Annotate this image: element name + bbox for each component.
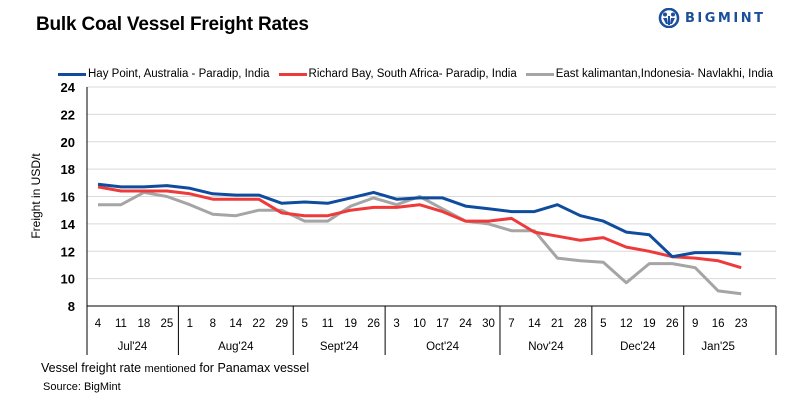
- x-tick-label: 17: [436, 318, 449, 330]
- x-tick-label: 1: [187, 318, 193, 330]
- y-tick-label: 16: [61, 190, 75, 205]
- axes: [86, 87, 776, 355]
- x-tick-label: 11: [115, 318, 127, 330]
- legend-label-hay-point: Hay Point, Australia - Paradip, India: [88, 68, 270, 80]
- x-tick-label: 11: [322, 318, 334, 330]
- y-axis-ticks: 8 10 12 14 16 18 20 22 24: [61, 80, 76, 314]
- y-axis-label: Freight in USD/t: [29, 153, 43, 239]
- x-axis-month-labels: Jul'24 Aug'24 Sept'24 Oct'24 Nov'24 Dec'24 Jan…: [118, 306, 777, 355]
- x-tick-label: 19: [344, 318, 357, 330]
- y-tick-label: 14: [61, 217, 76, 232]
- chart-title: Bulk Coal Vessel Freight Rates: [36, 14, 309, 35]
- x-tick-label: 22: [252, 318, 265, 330]
- x-tick-label: 30: [482, 318, 495, 330]
- x-tick-label: 14: [229, 318, 242, 330]
- x-tick-label: 26: [367, 318, 380, 330]
- x-month-label: Jul'24: [118, 341, 148, 353]
- x-month-label: Oct'24: [426, 341, 459, 353]
- x-tick-label: 9: [692, 318, 698, 330]
- x-month-label: Sept'24: [320, 341, 359, 353]
- x-tick-label: 18: [138, 318, 151, 330]
- footnote-part3: for Panamax vessel: [195, 361, 310, 375]
- gridlines: [87, 86, 776, 280]
- x-tick-label: 5: [600, 318, 606, 330]
- legend-item-east-kalimantan: East kalimantan,Indonesia- Navlakhi, Ind…: [525, 68, 774, 80]
- footnote-part2: mentioned: [144, 363, 196, 375]
- legend: Hay Point, Australia - Paradip, India Ri…: [58, 68, 782, 80]
- logo-text: BIGMINT: [685, 10, 766, 26]
- y-tick-label: 18: [61, 162, 75, 177]
- x-tick-label: 28: [574, 318, 587, 330]
- footnote-part1: Vessel freight rate: [41, 361, 145, 375]
- series-lines: [97, 182, 742, 296]
- source-note: Source: BigMint: [43, 381, 121, 393]
- x-tick-label: 12: [620, 318, 633, 330]
- x-tick-label: 24: [459, 318, 472, 330]
- x-tick-label: 10: [413, 318, 426, 330]
- legend-item-richard-bay: Richard Bay, South Africa- Paradip, Indi…: [278, 68, 517, 80]
- x-month-label: Jan'25: [701, 341, 735, 353]
- x-tick-label: 5: [302, 318, 308, 330]
- x-tick-label: 29: [275, 318, 288, 330]
- legend-swatch-east-kalimantan: [525, 72, 554, 76]
- legend-item-hay-point: Hay Point, Australia - Paradip, India: [58, 68, 270, 80]
- x-tick-label: 19: [643, 318, 656, 330]
- x-tick-label: 26: [666, 318, 679, 330]
- x-tick-label: 8: [210, 318, 216, 330]
- x-tick-label: 7: [508, 318, 514, 330]
- legend-swatch-richard-bay: [278, 72, 307, 76]
- legend-swatch-hay-point: [58, 72, 86, 76]
- x-tick-label: 4: [95, 318, 102, 330]
- y-tick-label: 24: [61, 80, 76, 95]
- bigmint-globe-icon: [658, 8, 680, 28]
- x-tick-label: 21: [551, 318, 564, 330]
- y-tick-label: 8: [68, 299, 75, 314]
- y-tick-label: 12: [61, 244, 75, 259]
- x-month-label: Aug'24: [218, 341, 254, 353]
- x-axis-ticks: 4 11 18 25 1 8 14 22 29 5 11 19 26 3 10 17 24 30 7 14 21 28 5 1…: [95, 318, 748, 330]
- legend-label-richard-bay: Richard Bay, South Africa- Paradip, Indi…: [308, 68, 517, 80]
- series-line-richard-bay: [97, 185, 742, 270]
- legend-label-east-kalimantan: East kalimantan,Indonesia- Navlakhi, Ind…: [555, 68, 774, 80]
- x-tick-label: 25: [161, 318, 174, 330]
- y-tick-label: 22: [61, 107, 75, 122]
- x-month-label: Dec'24: [620, 341, 656, 353]
- x-tick-label: 3: [393, 318, 399, 330]
- x-month-label: Nov'24: [528, 341, 564, 353]
- series-line-hay-point: [97, 182, 742, 259]
- y-tick-label: 20: [61, 135, 75, 150]
- x-tick-label: 14: [528, 318, 541, 330]
- y-tick-label: 10: [61, 272, 75, 287]
- footnote: Vessel freight rate mentioned for Panama…: [41, 361, 309, 375]
- x-tick-label: 16: [712, 318, 725, 330]
- x-tick-label: 23: [735, 318, 748, 330]
- bigmint-logo: BIGMINT: [658, 8, 765, 28]
